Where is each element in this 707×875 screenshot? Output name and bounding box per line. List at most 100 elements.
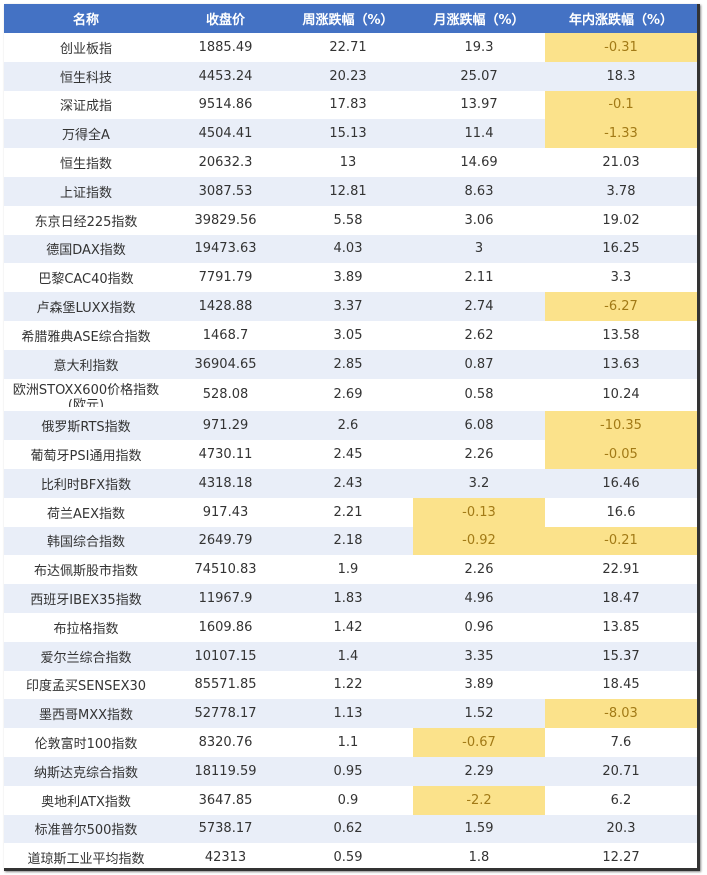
ytd-change-cell: -10.35 (545, 411, 697, 441)
header-weekly-change: 周涨跌幅（%） (283, 4, 413, 33)
monthly-change-cell: 25.07 (413, 61, 545, 91)
table-row: 布拉格指数 1609.86 1.42 0.96 13.85 (4, 613, 697, 642)
ytd-change-cell: -0.05 (545, 440, 697, 469)
monthly-change-cell: 11.4 (413, 119, 545, 149)
index-name-cell: 德国DAX指数 (4, 234, 168, 264)
table-row: 上证指数 3087.53 12.81 8.63 3.78 (4, 176, 697, 206)
table-row: 深证成指 9514.86 17.83 13.97 -0.1 (4, 90, 697, 120)
index-performance-table: 名称 收盘价 周涨跌幅（%） 月涨跌幅（%） 年内涨跌幅（%） 创业板指 1885… (4, 4, 697, 872)
close-price-cell: 9514.86 (198, 97, 253, 113)
index-name-cell: 比利时BFX指数 (4, 468, 168, 498)
index-name-cell: 深证成指 (59, 99, 112, 115)
table-row: 印度孟买SENSEX30 85571.85 1.22 3.89 18.45 (4, 671, 697, 700)
ytd-change-cell: 10.24 (602, 387, 640, 403)
table-row: 欧洲STOXX600价格指数(欧元) 528.08 2.69 0.58 10.24 (4, 379, 697, 412)
weekly-change-cell: 1.42 (333, 619, 363, 635)
ytd-change-cell: 18.45 (602, 677, 640, 693)
index-name-cell: 印度孟买SENSEX30 (25, 679, 147, 695)
monthly-change-cell: -0.13 (413, 497, 545, 527)
ytd-change-cell: 21.03 (602, 155, 640, 171)
ytd-change-cell: 13.85 (602, 619, 640, 635)
index-name-cell: 巴黎CAC40指数 (38, 272, 134, 288)
weekly-change-cell: 3.37 (283, 292, 413, 321)
ytd-change-cell: 13.63 (545, 349, 697, 379)
weekly-change-cell: 4.03 (283, 234, 413, 264)
table-row: 恒生指数 20632.3 13 14.69 21.03 (4, 148, 697, 177)
monthly-change-cell: 2.11 (464, 270, 494, 286)
weekly-change-cell: 1.13 (283, 699, 413, 729)
monthly-change-cell: 2.26 (464, 562, 494, 578)
weekly-change-cell: 17.83 (329, 97, 367, 113)
weekly-change-cell: 2.69 (333, 387, 363, 403)
index-name-cell: 荷兰AEX指数 (46, 506, 125, 522)
close-price-cell: 971.29 (168, 411, 283, 441)
ytd-change-cell: 19.02 (602, 212, 640, 228)
close-price-cell: 4453.24 (168, 61, 283, 91)
close-price-cell: 18119.59 (168, 756, 283, 786)
index-name-cell: 韩国综合指数 (4, 526, 168, 556)
table-row: 万得全A 4504.41 15.13 11.4 -1.33 (4, 119, 697, 149)
close-price-cell: 528.08 (202, 387, 249, 403)
index-name-cell: 俄罗斯RTS指数 (4, 411, 168, 441)
index-name-cell: 意大利指数 (4, 349, 168, 379)
weekly-change-cell: 1.9 (337, 562, 359, 578)
index-name-cell: 布拉格指数 (53, 621, 119, 637)
close-price-cell: 4730.11 (198, 447, 253, 463)
table-row: 巴黎CAC40指数 7791.79 3.89 2.11 3.3 (4, 263, 697, 292)
table-row: 墨西哥MXX指数 52778.17 1.13 1.52 -8.03 (4, 699, 697, 729)
index-name-cell: 道琼斯工业平均指数 (27, 852, 145, 868)
weekly-change-cell: 0.9 (337, 792, 359, 808)
monthly-change-cell: 2.62 (464, 327, 494, 343)
table-row: 俄罗斯RTS指数 971.29 2.6 6.08 -10.35 (4, 411, 697, 441)
close-price-cell: 1609.86 (198, 619, 253, 635)
close-price-cell: 11967.9 (168, 584, 283, 613)
close-price-cell: 3647.85 (198, 792, 253, 808)
monthly-change-cell: 6.08 (413, 411, 545, 441)
table-row: 韩国综合指数 2649.79 2.18 -0.92 -0.21 (4, 526, 697, 556)
weekly-change-cell: 1.22 (333, 677, 363, 693)
index-name-cell: 创业板指 (59, 41, 112, 57)
index-name-cell: 欧洲STOXX600价格指数(欧元) (4, 379, 168, 412)
close-price-cell: 2649.79 (168, 526, 283, 556)
table-row: 爱尔兰综合指数 10107.15 1.4 3.35 15.37 (4, 641, 697, 671)
close-price-cell: 10107.15 (168, 641, 283, 671)
ytd-change-cell: 16.46 (545, 468, 697, 498)
table-row: 布达佩斯股市指数 74510.83 1.9 2.26 22.91 (4, 555, 697, 584)
close-price-cell: 8320.76 (198, 735, 253, 751)
index-name-text: 欧洲STOXX600价格指数(欧元) (12, 382, 160, 407)
monthly-change-cell: 13.97 (460, 97, 498, 113)
monthly-change-cell: 1.59 (413, 814, 545, 844)
monthly-change-cell: 4.96 (413, 584, 545, 613)
weekly-change-cell: 0.59 (333, 850, 363, 866)
table-row: 西班牙IBEX35指数 11967.9 1.83 4.96 18.47 (4, 584, 697, 613)
weekly-change-cell: 15.13 (283, 119, 413, 149)
index-name-cell: 恒生指数 (59, 157, 112, 173)
monthly-change-cell: -0.67 (413, 728, 545, 757)
weekly-change-cell: 1.1 (337, 735, 359, 751)
table-row: 标准普尔500指数 5738.17 0.62 1.59 20.3 (4, 814, 697, 844)
index-name-cell: 卢森堡LUXX指数 (4, 292, 168, 321)
table-row: 希腊雅典ASE综合指数 1468.7 3.05 2.62 13.58 (4, 321, 697, 350)
close-price-cell: 19473.63 (168, 234, 283, 264)
ytd-change-cell: 12.27 (602, 850, 640, 866)
weekly-change-cell: 1.83 (283, 584, 413, 613)
ytd-change-cell: 22.91 (602, 562, 640, 578)
table-row: 伦敦富时100指数 8320.76 1.1 -0.67 7.6 (4, 728, 697, 757)
close-price-cell: 39829.56 (194, 212, 257, 228)
ytd-change-cell: -1.33 (545, 119, 697, 149)
ytd-change-cell: 18.47 (545, 584, 697, 613)
ytd-change-cell: -0.21 (545, 526, 697, 556)
index-name-cell: 伦敦富时100指数 (34, 737, 138, 753)
index-name-cell: 恒生科技 (4, 61, 168, 91)
monthly-change-cell: 3.06 (464, 212, 494, 228)
close-price-cell: 20632.3 (198, 155, 253, 171)
close-price-cell: 917.43 (202, 504, 249, 520)
close-price-cell: 7791.79 (198, 270, 253, 286)
weekly-change-cell: 13 (339, 155, 357, 171)
ytd-change-cell: 15.37 (545, 641, 697, 671)
weekly-change-cell: 3.89 (333, 270, 363, 286)
monthly-change-cell: 14.69 (460, 155, 498, 171)
header-row: 名称 收盘价 周涨跌幅（%） 月涨跌幅（%） 年内涨跌幅（%） (4, 4, 697, 33)
index-name-cell: 标准普尔500指数 (4, 814, 168, 844)
index-name-cell: 墨西哥MXX指数 (4, 699, 168, 729)
